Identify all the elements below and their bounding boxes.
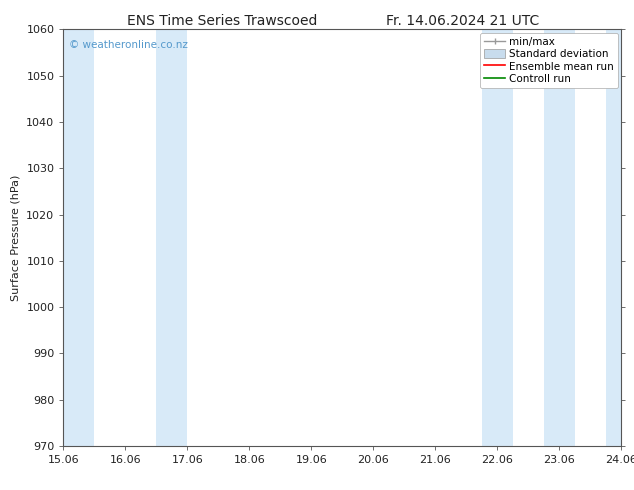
Bar xyxy=(544,29,575,446)
Bar xyxy=(482,29,513,446)
Y-axis label: Surface Pressure (hPa): Surface Pressure (hPa) xyxy=(11,174,21,301)
Bar xyxy=(606,29,621,446)
Legend: min/max, Standard deviation, Ensemble mean run, Controll run: min/max, Standard deviation, Ensemble me… xyxy=(480,32,618,88)
Bar xyxy=(157,29,188,446)
Bar xyxy=(63,29,94,446)
Text: © weatheronline.co.nz: © weatheronline.co.nz xyxy=(69,40,188,50)
Text: Fr. 14.06.2024 21 UTC: Fr. 14.06.2024 21 UTC xyxy=(386,14,540,28)
Text: ENS Time Series Trawscoed: ENS Time Series Trawscoed xyxy=(127,14,317,28)
